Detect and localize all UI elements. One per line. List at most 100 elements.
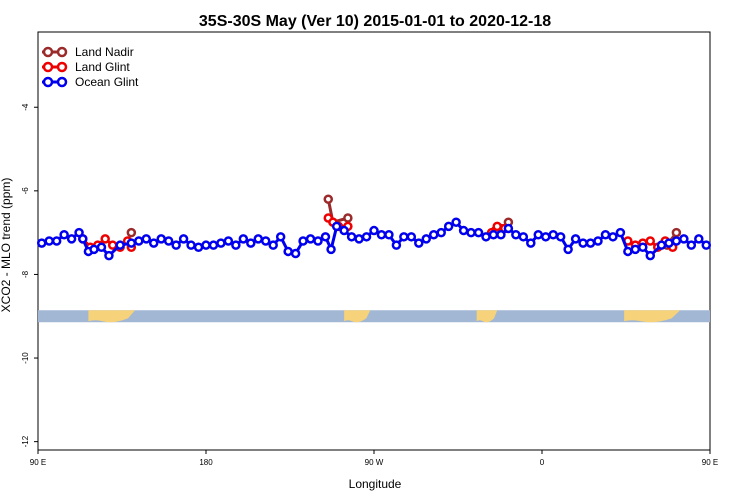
data-point xyxy=(104,250,114,261)
data-point xyxy=(638,242,648,253)
data-point xyxy=(511,229,521,240)
data-point xyxy=(89,244,99,255)
data-point xyxy=(593,236,603,246)
data-point xyxy=(126,227,137,238)
data-point xyxy=(694,234,704,244)
legend-item-ocean-glint: Ocean Glint xyxy=(42,75,139,89)
data-point xyxy=(320,232,331,242)
data-point xyxy=(406,232,417,242)
data-point xyxy=(156,234,166,244)
data-point xyxy=(313,236,323,246)
data-point xyxy=(376,229,387,240)
data-point xyxy=(458,225,469,236)
chart-title: 35S-30S May (Ver 10) 2015-01-01 to 2020-… xyxy=(199,13,551,30)
data-point xyxy=(298,236,308,246)
data-point xyxy=(246,238,256,248)
legend-marker xyxy=(56,76,68,88)
data-point xyxy=(518,232,529,242)
legend-item-land-nadir: Land Nadir xyxy=(42,45,134,59)
data-point xyxy=(361,232,372,242)
data-point xyxy=(354,234,364,244)
data-point xyxy=(96,242,107,253)
data-point xyxy=(115,240,125,250)
data-point xyxy=(231,240,241,250)
land-mass-2 xyxy=(476,310,498,323)
data-point xyxy=(100,234,110,244)
data-point xyxy=(555,232,566,242)
data-point xyxy=(331,221,342,232)
data-point xyxy=(585,238,596,248)
data-point xyxy=(343,213,353,223)
data-point xyxy=(238,234,249,244)
data-point xyxy=(107,240,118,250)
data-point xyxy=(578,238,588,248)
data-point xyxy=(414,238,424,248)
land-mass-0 xyxy=(88,310,136,323)
data-point xyxy=(630,244,641,255)
data-point xyxy=(570,234,581,244)
data-point xyxy=(223,236,234,246)
data-point xyxy=(216,238,226,248)
data-point xyxy=(141,234,152,244)
legend-label: Land Glint xyxy=(75,60,130,74)
data-point xyxy=(664,238,674,248)
data-point xyxy=(178,234,189,244)
data-point xyxy=(443,221,454,232)
data-point xyxy=(686,240,697,250)
data-point xyxy=(346,232,357,242)
data-point xyxy=(679,234,689,244)
data-point xyxy=(126,238,137,248)
data-point xyxy=(503,223,514,234)
data-point xyxy=(451,217,461,227)
data-point xyxy=(253,234,264,244)
data-point xyxy=(671,236,682,246)
data-point xyxy=(290,248,301,259)
data-point xyxy=(171,240,181,250)
data-point xyxy=(36,238,47,248)
data-point xyxy=(369,225,379,236)
data-point xyxy=(421,234,432,244)
land-mass-1 xyxy=(344,310,371,323)
data-point xyxy=(481,232,491,242)
data-point xyxy=(275,232,286,242)
series-layer xyxy=(36,194,712,261)
legend-label: Land Nadir xyxy=(75,45,134,59)
data-point xyxy=(283,246,293,257)
data-point xyxy=(608,232,618,242)
y-tick-label-0: -12 xyxy=(21,435,30,447)
ocean-strip xyxy=(38,310,710,323)
data-point xyxy=(323,194,334,204)
y-tick-label-2: -8 xyxy=(21,270,30,278)
data-point xyxy=(193,242,204,253)
data-point xyxy=(488,229,499,240)
data-point xyxy=(268,240,278,250)
data-point xyxy=(540,232,551,242)
axes: 90 E 180 90 W 0 90 E -12 -10 -8 -6 -4 xyxy=(21,103,718,467)
data-point xyxy=(148,238,159,248)
x-tick-label-3: 0 xyxy=(540,458,545,467)
legend-item-land-glint: Land Glint xyxy=(42,60,130,74)
data-point xyxy=(600,229,611,240)
data-point xyxy=(533,229,544,240)
data-point xyxy=(428,229,439,240)
data-point xyxy=(623,246,633,257)
data-point xyxy=(671,227,682,238)
legend-label: Ocean Glint xyxy=(75,75,139,89)
series-ocean-glint xyxy=(36,217,712,261)
x-tick-label-2: 90 W xyxy=(365,458,384,467)
data-point xyxy=(492,221,502,232)
x-tick-label-0: 90 E xyxy=(30,458,46,467)
data-point xyxy=(186,240,196,250)
data-point xyxy=(496,229,506,240)
data-point xyxy=(548,229,558,240)
data-point xyxy=(305,234,316,244)
data-point xyxy=(466,227,476,238)
y-axis-label: XCO2 - MLO trend (ppm) xyxy=(0,178,13,313)
x-axis-label: Longitude xyxy=(349,477,402,491)
data-point xyxy=(44,236,54,246)
data-point xyxy=(473,227,484,238)
data-point xyxy=(645,236,656,246)
legend-marker xyxy=(56,46,68,58)
